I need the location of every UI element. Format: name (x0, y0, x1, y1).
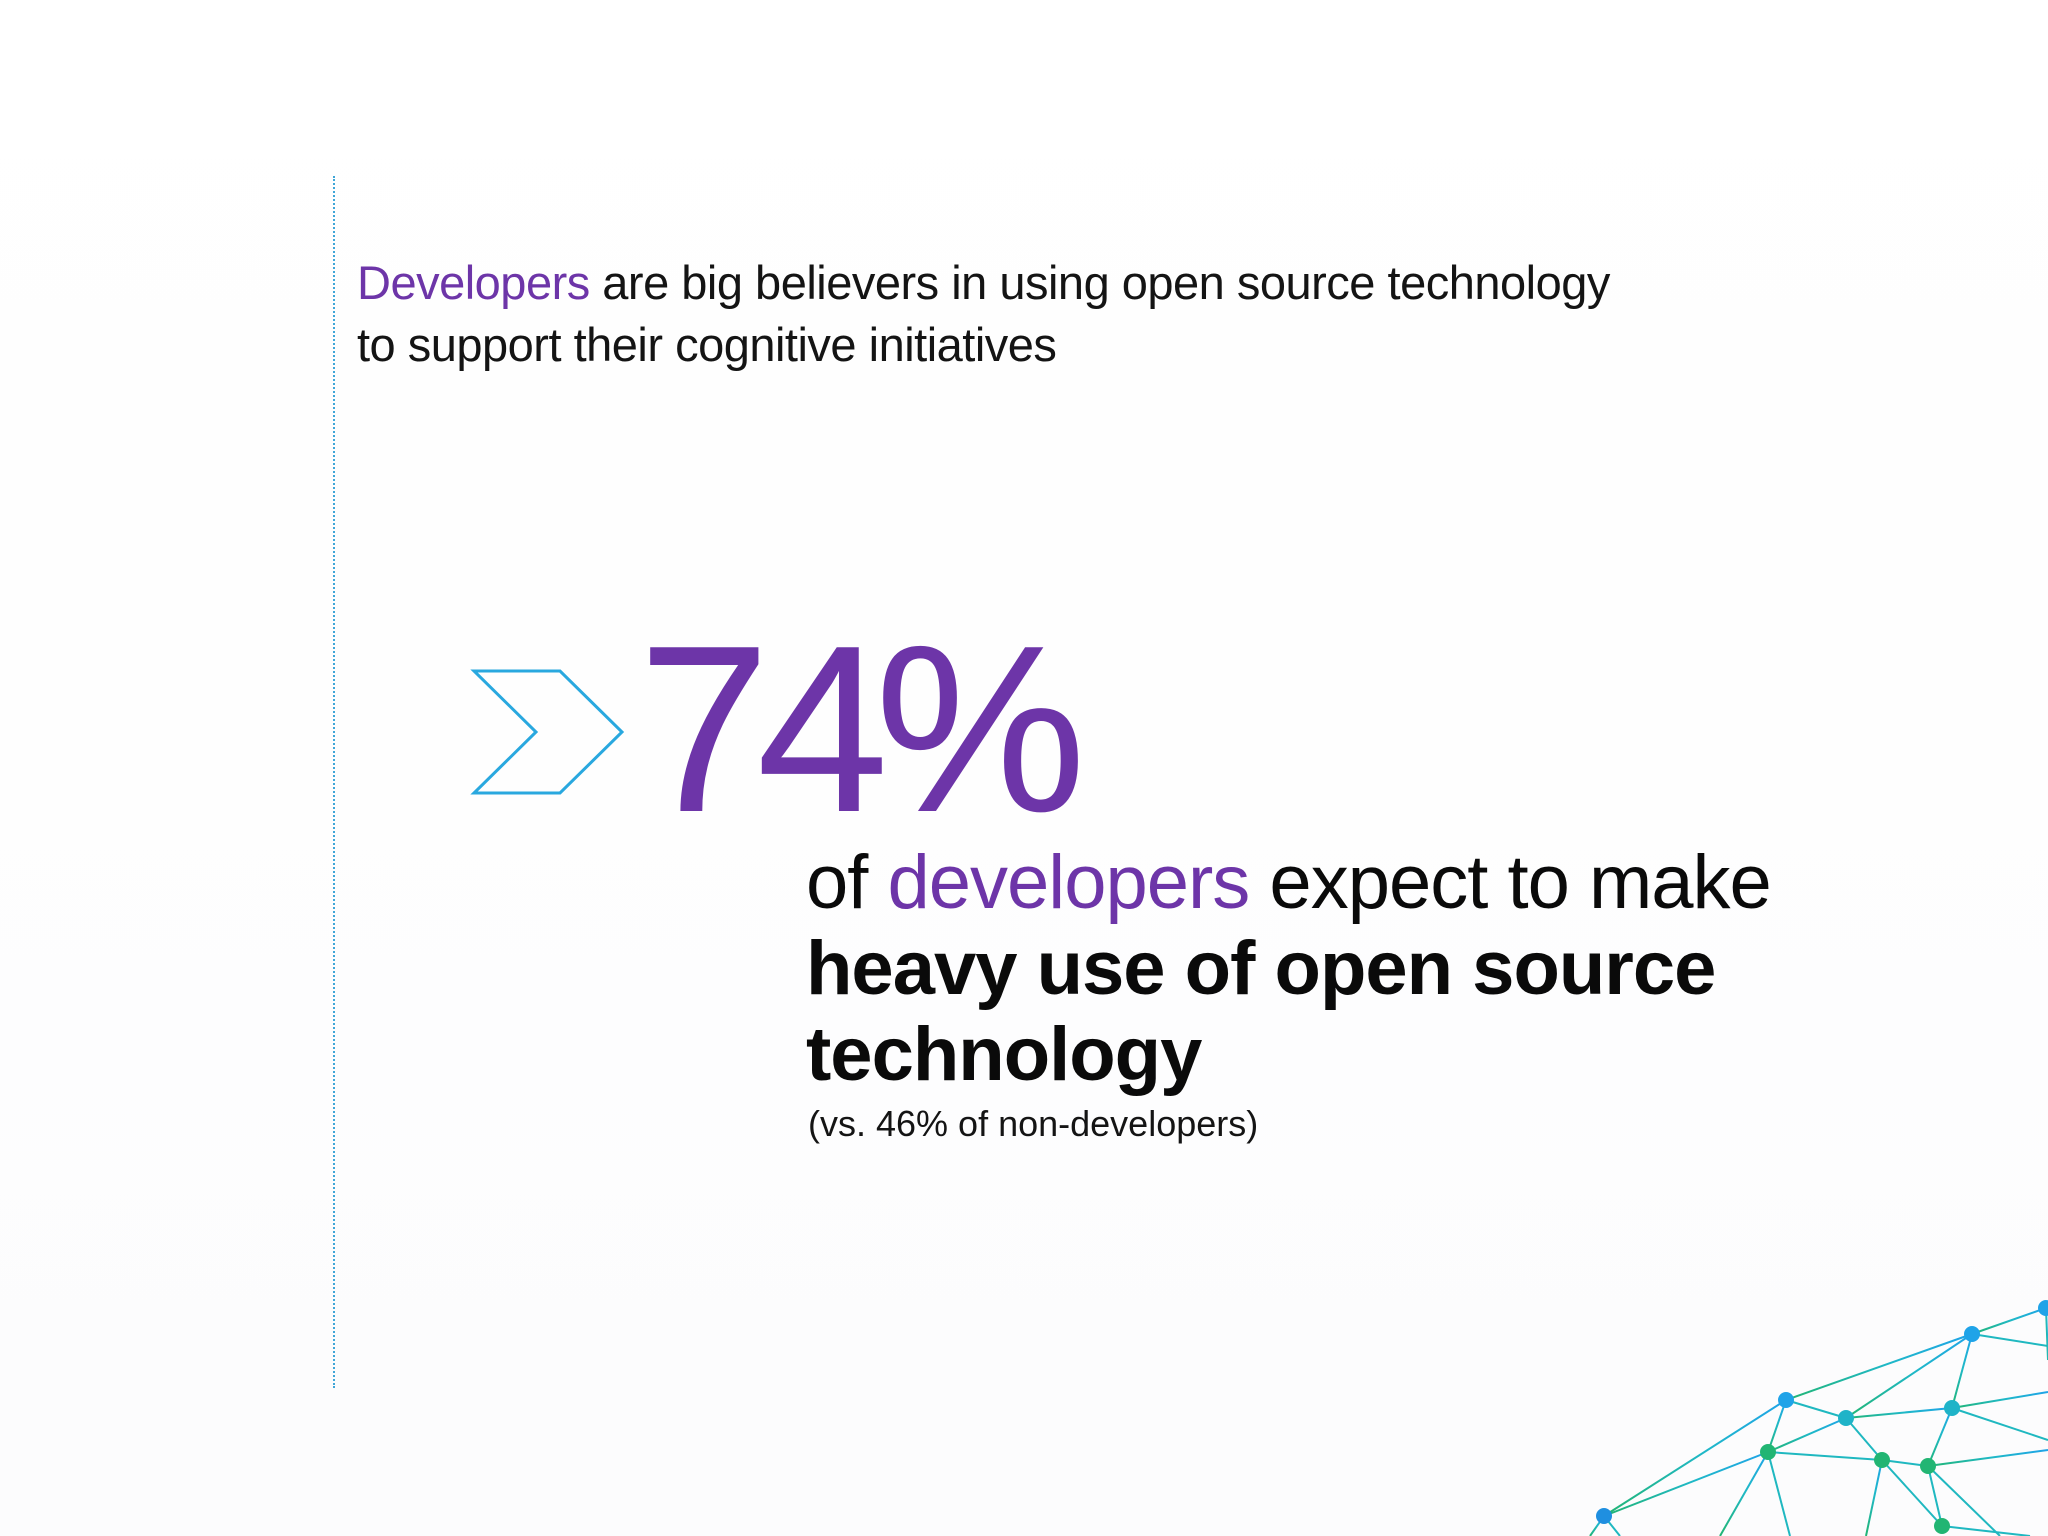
headline-accent: Developers (357, 256, 590, 309)
network-mesh-globe-icon (1589, 1300, 2048, 1536)
vertical-divider (333, 176, 335, 1388)
stat-description: of developers expect to make heavy use o… (806, 840, 1806, 1098)
stat-text-bold: heavy use of open source technology (806, 926, 1716, 1097)
headline-line2: to support their cognitive initiatives (357, 318, 1057, 371)
stat-note: (vs. 46% of non-developers) (808, 1103, 1259, 1144)
stat-text-mid: expect to make (1249, 840, 1771, 925)
stat-text-of: of (806, 840, 888, 925)
headline-line1: are big believers in using open source t… (589, 256, 1610, 309)
stat-text-accent: developers (887, 840, 1251, 925)
headline: Developers are big believers in using op… (357, 252, 1777, 376)
stat-value: 74% (638, 597, 1086, 862)
chevron-right-outline-icon (470, 669, 625, 795)
